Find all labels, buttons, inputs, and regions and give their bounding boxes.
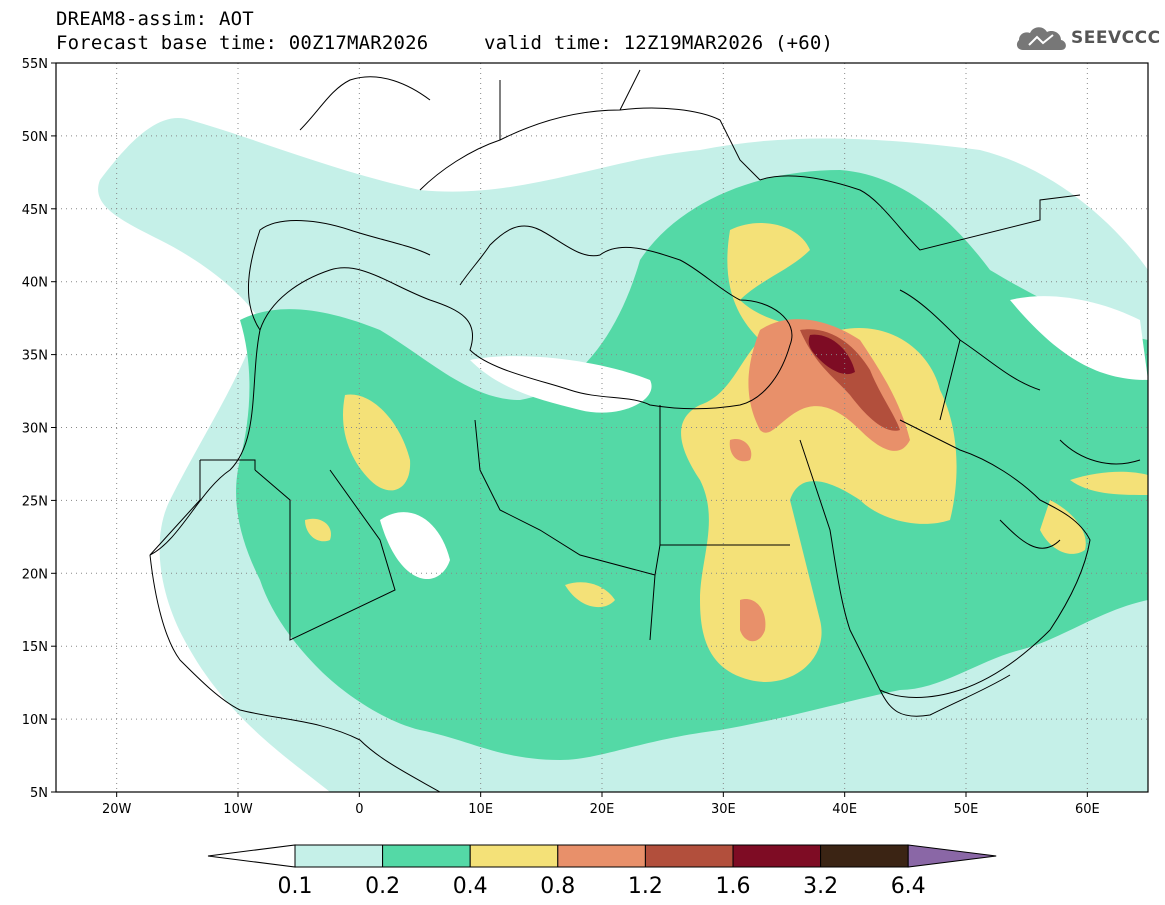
lat-tick-label: 10N [22, 713, 48, 728]
lat-tick-label: 30N [22, 422, 48, 437]
colorbar-label: 0.4 [453, 874, 488, 899]
colorbar-label: 6.4 [891, 874, 926, 899]
lat-tick-label: 50N [22, 130, 48, 145]
colorbar-swatch [732, 844, 822, 868]
chart-title: DREAM8-assim: AOT [56, 8, 254, 30]
lon-tick-label: 60E [1075, 802, 1100, 817]
lat-tick-label: 35N [22, 349, 48, 364]
colorbar-swatch [469, 844, 559, 868]
lat-tick-label: 55N [22, 57, 48, 72]
seevccc-logo: SEEVCCC [1015, 20, 1160, 58]
colorbar-swatch [294, 844, 384, 868]
colorbar-label: 1.2 [628, 874, 663, 899]
lon-tick-label: 50E [954, 802, 979, 817]
lon-tick-label: 10W [223, 802, 253, 817]
colorbar-label: 0.1 [278, 874, 313, 899]
colorbar-over-triangle [907, 844, 997, 868]
lon-tick-label: 10E [468, 802, 493, 817]
base-time-label: Forecast base time: 00Z17MAR2026 [56, 32, 429, 54]
lon-tick-label: 0 [355, 802, 363, 817]
aot-shading-layer [56, 63, 1148, 792]
chart-subtitle: Forecast base time: 00Z17MAR2026 valid ti… [56, 32, 833, 54]
lon-tick-label: 20W [102, 802, 132, 817]
colorbar-swatch [644, 844, 734, 868]
colorbar-under-triangle [207, 844, 296, 868]
longitude-labels: 20W 10W 0 10E 20E 30E 40E 50E 60E [102, 792, 1100, 817]
map-gridlines [56, 63, 1148, 792]
colorbar: 0.1 0.2 0.4 0.8 1.2 1.6 3.2 6.4 [207, 844, 997, 899]
aot-level-0.8 [748, 319, 910, 451]
coastline-borders [149, 69, 1141, 792]
lat-tick-label: 40N [22, 276, 48, 291]
latitude-labels: 55N 50N 45N 40N 35N 30N 25N 20N 15N 10N 5N [22, 57, 56, 801]
colorbar-label: 1.6 [716, 874, 751, 899]
cloud-icon [1016, 27, 1066, 50]
colorbar-label: 0.2 [365, 874, 400, 899]
colorbar-swatch [557, 844, 646, 868]
valid-time-label: valid time: 12Z19MAR2026 (+60) [484, 32, 834, 54]
lat-tick-label: 45N [22, 203, 48, 218]
lon-tick-label: 30E [711, 802, 736, 817]
lat-tick-label: 5N [30, 786, 48, 801]
lon-tick-label: 20E [590, 802, 615, 817]
colorbar-label: 0.8 [540, 874, 575, 899]
logo-text: SEEVCCC [1071, 28, 1161, 48]
lat-tick-label: 20N [22, 567, 48, 582]
lat-tick-label: 25N [22, 494, 48, 509]
lon-tick-label: 40E [832, 802, 857, 817]
colorbar-label: 3.2 [803, 874, 838, 899]
lat-tick-label: 15N [22, 640, 48, 655]
colorbar-swatch [820, 844, 909, 868]
colorbar-swatch [382, 844, 471, 868]
